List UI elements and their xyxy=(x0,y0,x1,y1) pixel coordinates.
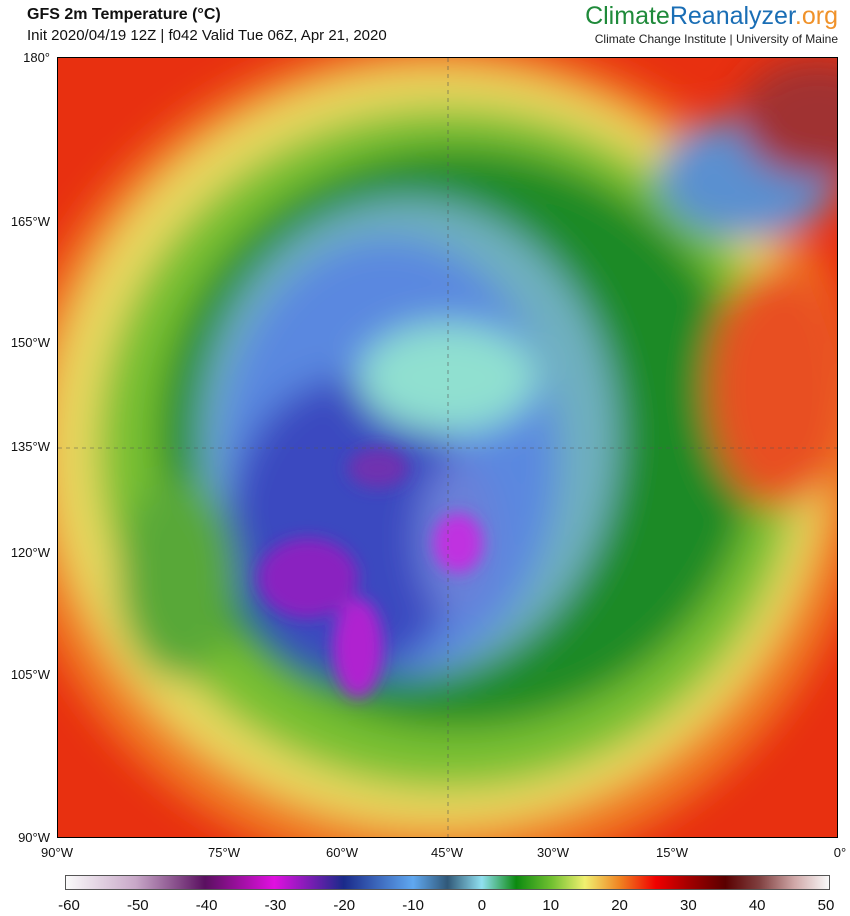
colorbar-tick-label: -60 xyxy=(58,897,80,914)
brand-part: Reanalyzer xyxy=(669,2,795,30)
colorbar-tick-label: 0 xyxy=(477,897,487,914)
institution-text: Climate Change Institute | University of… xyxy=(594,32,838,46)
x-axis-label: 30°W xyxy=(537,845,569,860)
y-axis-label: 135°W xyxy=(10,439,50,454)
colorbar-tick-label: 30 xyxy=(680,897,697,914)
x-axis-label: 60°W xyxy=(326,845,358,860)
colorbar xyxy=(65,875,830,890)
colorbar-tick-label: -10 xyxy=(402,897,424,914)
y-axis-label: 180° xyxy=(23,50,50,65)
map-title: GFS 2m Temperature (°C) xyxy=(27,6,221,23)
brand-part: Climate xyxy=(585,2,670,30)
x-axis-label: 75°W xyxy=(208,845,240,860)
x-axis-label: 90°W xyxy=(41,845,73,860)
temperature-field xyxy=(58,58,837,837)
brand-logo[interactable]: ClimateReanalyzer.org xyxy=(585,2,838,31)
colorbar-tick-label: -30 xyxy=(264,897,287,914)
colorbar-tick-label: -20 xyxy=(333,897,356,914)
brand-part: .org xyxy=(794,2,838,30)
x-axis-label: 0° xyxy=(833,845,847,860)
y-axis-label: 90°W xyxy=(18,830,50,845)
colorbar-tick-label: 10 xyxy=(542,897,560,914)
colorbar-tick-label: 20 xyxy=(611,897,628,914)
colorbar-tick-label: 50 xyxy=(817,897,835,914)
y-axis-label: 165°W xyxy=(10,214,50,229)
x-axis-label: 15°W xyxy=(656,845,688,860)
y-axis-label: 120°W xyxy=(10,545,50,560)
colorbar-tick-label: -40 xyxy=(195,897,218,914)
temperature-map xyxy=(57,57,838,838)
colorbar-tick-label: -50 xyxy=(126,897,149,914)
map-subtitle: Init 2020/04/19 12Z | f042 Valid Tue 06Z… xyxy=(27,27,387,44)
y-axis-label: 150°W xyxy=(10,335,50,350)
y-axis-label: 105°W xyxy=(10,667,50,682)
colorbar-tick-label: 40 xyxy=(748,897,766,914)
x-axis-label: 45°W xyxy=(431,845,463,860)
